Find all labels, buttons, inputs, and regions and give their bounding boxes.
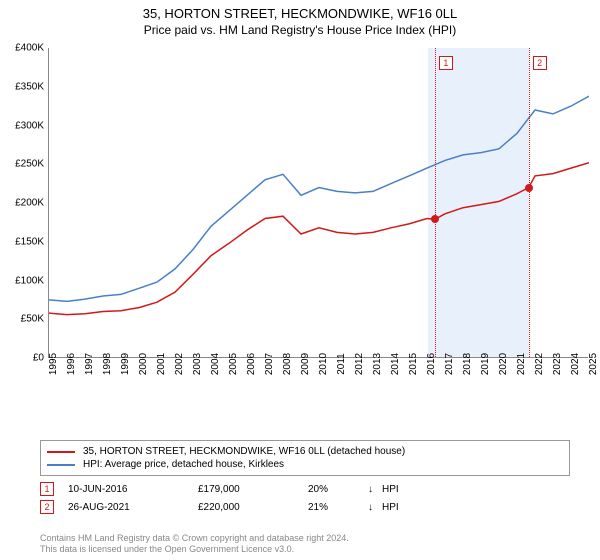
event-pct: 21% (308, 502, 368, 513)
down-arrow-icon: ↓ (368, 484, 382, 495)
chart-area: £0 £50K £100K £150K £200K £250K £300K £350K £400… (0, 44, 600, 404)
plot-region: 12 (48, 48, 588, 358)
footer-line: Contains HM Land Registry data © Crown c… (40, 533, 349, 545)
footer: Contains HM Land Registry data © Crown c… (40, 533, 349, 556)
series-hpi (49, 96, 589, 301)
event-pct: 20% (308, 484, 368, 495)
chart-svg (49, 48, 589, 358)
y-tick-label: £50K (0, 314, 44, 325)
event-number-box: 2 (533, 56, 547, 70)
legend-swatch (47, 451, 75, 453)
legend-item: 35, HORTON STREET, HECKMONDWIKE, WF16 0L… (47, 445, 563, 458)
event-vline (435, 48, 436, 357)
x-tick-label: 2025 (588, 353, 600, 375)
event-date: 10-JUN-2016 (68, 484, 198, 495)
events-row: 2 26-AUG-2021 £220,000 21% ↓ HPI (40, 498, 570, 516)
footer-line: This data is licensed under the Open Gov… (40, 544, 349, 556)
y-tick-label: £250K (0, 159, 44, 170)
event-number-box: 2 (40, 500, 54, 514)
event-label: HPI (382, 484, 422, 495)
events-table: 1 10-JUN-2016 £179,000 20% ↓ HPI 2 26-AU… (40, 480, 570, 516)
legend-label: 35, HORTON STREET, HECKMONDWIKE, WF16 0L… (83, 446, 405, 457)
event-date: 26-AUG-2021 (68, 502, 198, 513)
events-row: 1 10-JUN-2016 £179,000 20% ↓ HPI (40, 480, 570, 498)
chart-subtitle: Price paid vs. HM Land Registry's House … (0, 21, 600, 43)
y-tick-label: £0 (0, 353, 44, 364)
legend: 35, HORTON STREET, HECKMONDWIKE, WF16 0L… (40, 440, 570, 476)
legend-label: HPI: Average price, detached house, Kirk… (83, 459, 284, 470)
y-tick-label: £350K (0, 81, 44, 92)
y-tick-label: £100K (0, 275, 44, 286)
y-tick-label: £150K (0, 236, 44, 247)
event-price: £179,000 (198, 484, 308, 495)
event-vline (529, 48, 530, 357)
y-tick-label: £300K (0, 120, 44, 131)
legend-item: HPI: Average price, detached house, Kirk… (47, 458, 563, 471)
y-tick-label: £400K (0, 43, 44, 54)
event-number-box: 1 (439, 56, 453, 70)
down-arrow-icon: ↓ (368, 502, 382, 513)
legend-swatch (47, 464, 75, 466)
event-dot (525, 184, 533, 192)
event-price: £220,000 (198, 502, 308, 513)
event-dot (431, 215, 439, 223)
chart-container: 35, HORTON STREET, HECKMONDWIKE, WF16 0L… (0, 0, 600, 560)
y-tick-label: £200K (0, 198, 44, 209)
event-number-box: 1 (40, 482, 54, 496)
event-label: HPI (382, 502, 422, 513)
chart-title: 35, HORTON STREET, HECKMONDWIKE, WF16 0L… (0, 0, 600, 21)
